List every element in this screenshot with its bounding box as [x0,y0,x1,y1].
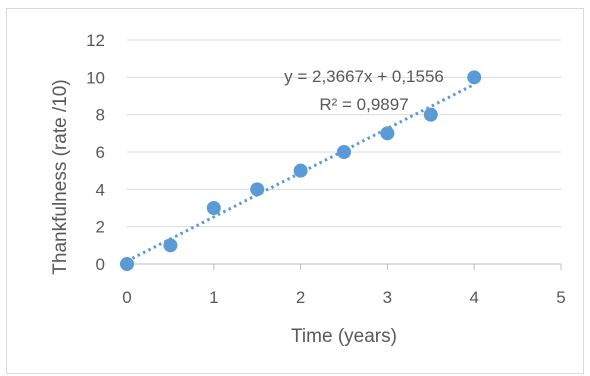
data-point [337,145,351,159]
x-tick-label: 0 [122,288,131,307]
x-tick-label: 5 [556,288,565,307]
y-tick-label: 0 [96,255,105,274]
y-tick-label: 8 [96,106,105,125]
data-point [206,201,221,215]
data-point [423,107,438,122]
y-tick-label: 2 [96,218,105,237]
trendline-r-squared: R² = 0,9897 [319,95,408,114]
x-tick-label: 2 [296,288,305,307]
trendline [126,83,475,263]
data-point [120,257,134,271]
x-axis-title: Time (years) [291,326,397,347]
axes [126,263,562,270]
data-point [293,163,308,178]
x-tick-label: 3 [383,288,392,307]
data-points [120,70,482,271]
chart-area [6,8,584,374]
gridlines [127,39,561,228]
y-tick-label: 6 [96,143,105,162]
trendline-equation: y = 2,3667x + 0,1556 [284,67,444,86]
y-axis-title: Thankfulness (rate /10) [50,79,71,274]
data-point [163,238,178,253]
trendline-line [126,83,475,263]
data-point [380,126,395,141]
y-tick-label: 12 [86,31,105,50]
y-tick-label: 4 [96,180,105,199]
y-tick-label: 10 [86,68,105,87]
data-point [467,70,482,85]
x-tick-label: 1 [209,288,218,307]
data-point [250,182,265,197]
x-tick-label: 4 [469,288,478,307]
